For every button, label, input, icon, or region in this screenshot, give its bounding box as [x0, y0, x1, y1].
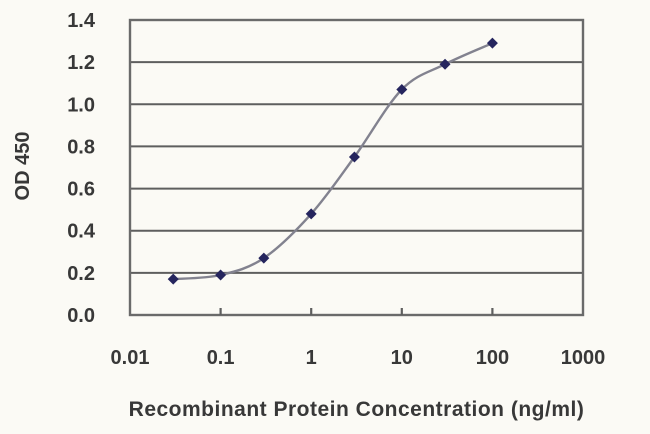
series-line — [173, 42, 493, 281]
y-tick-label: 0.0 — [67, 305, 95, 327]
data-point-marker — [305, 208, 317, 220]
x-axis-title: Recombinant Protein Concentration (ng/ml… — [129, 398, 585, 421]
data-point-marker — [348, 151, 360, 163]
y-axis-title: OD 450 — [12, 132, 34, 201]
data-point-marker — [439, 58, 451, 70]
x-tick-label: 1000 — [561, 347, 606, 369]
data-point-marker — [167, 273, 179, 285]
data-point-marker — [258, 252, 270, 264]
y-tick-label: 0.2 — [67, 263, 95, 285]
y-tick-label: 1.4 — [67, 10, 96, 32]
plot-frame — [128, 18, 585, 317]
data-point-marker — [396, 84, 408, 96]
y-tick-label: 1.2 — [67, 52, 95, 74]
y-tick-label: 0.6 — [67, 179, 95, 201]
x-tick-label: 0.1 — [207, 347, 235, 369]
y-tick-label: 0.4 — [67, 221, 96, 243]
x-tick-label: 1 — [306, 347, 317, 369]
x-tick-label: 0.01 — [111, 347, 150, 369]
y-tick-label: 1.0 — [67, 94, 95, 116]
data-point-marker — [215, 269, 227, 281]
data-point-marker — [486, 37, 498, 49]
x-tick-label: 100 — [476, 347, 509, 369]
y-tick-label: 0.8 — [67, 136, 95, 158]
x-tick-label: 10 — [391, 347, 413, 369]
